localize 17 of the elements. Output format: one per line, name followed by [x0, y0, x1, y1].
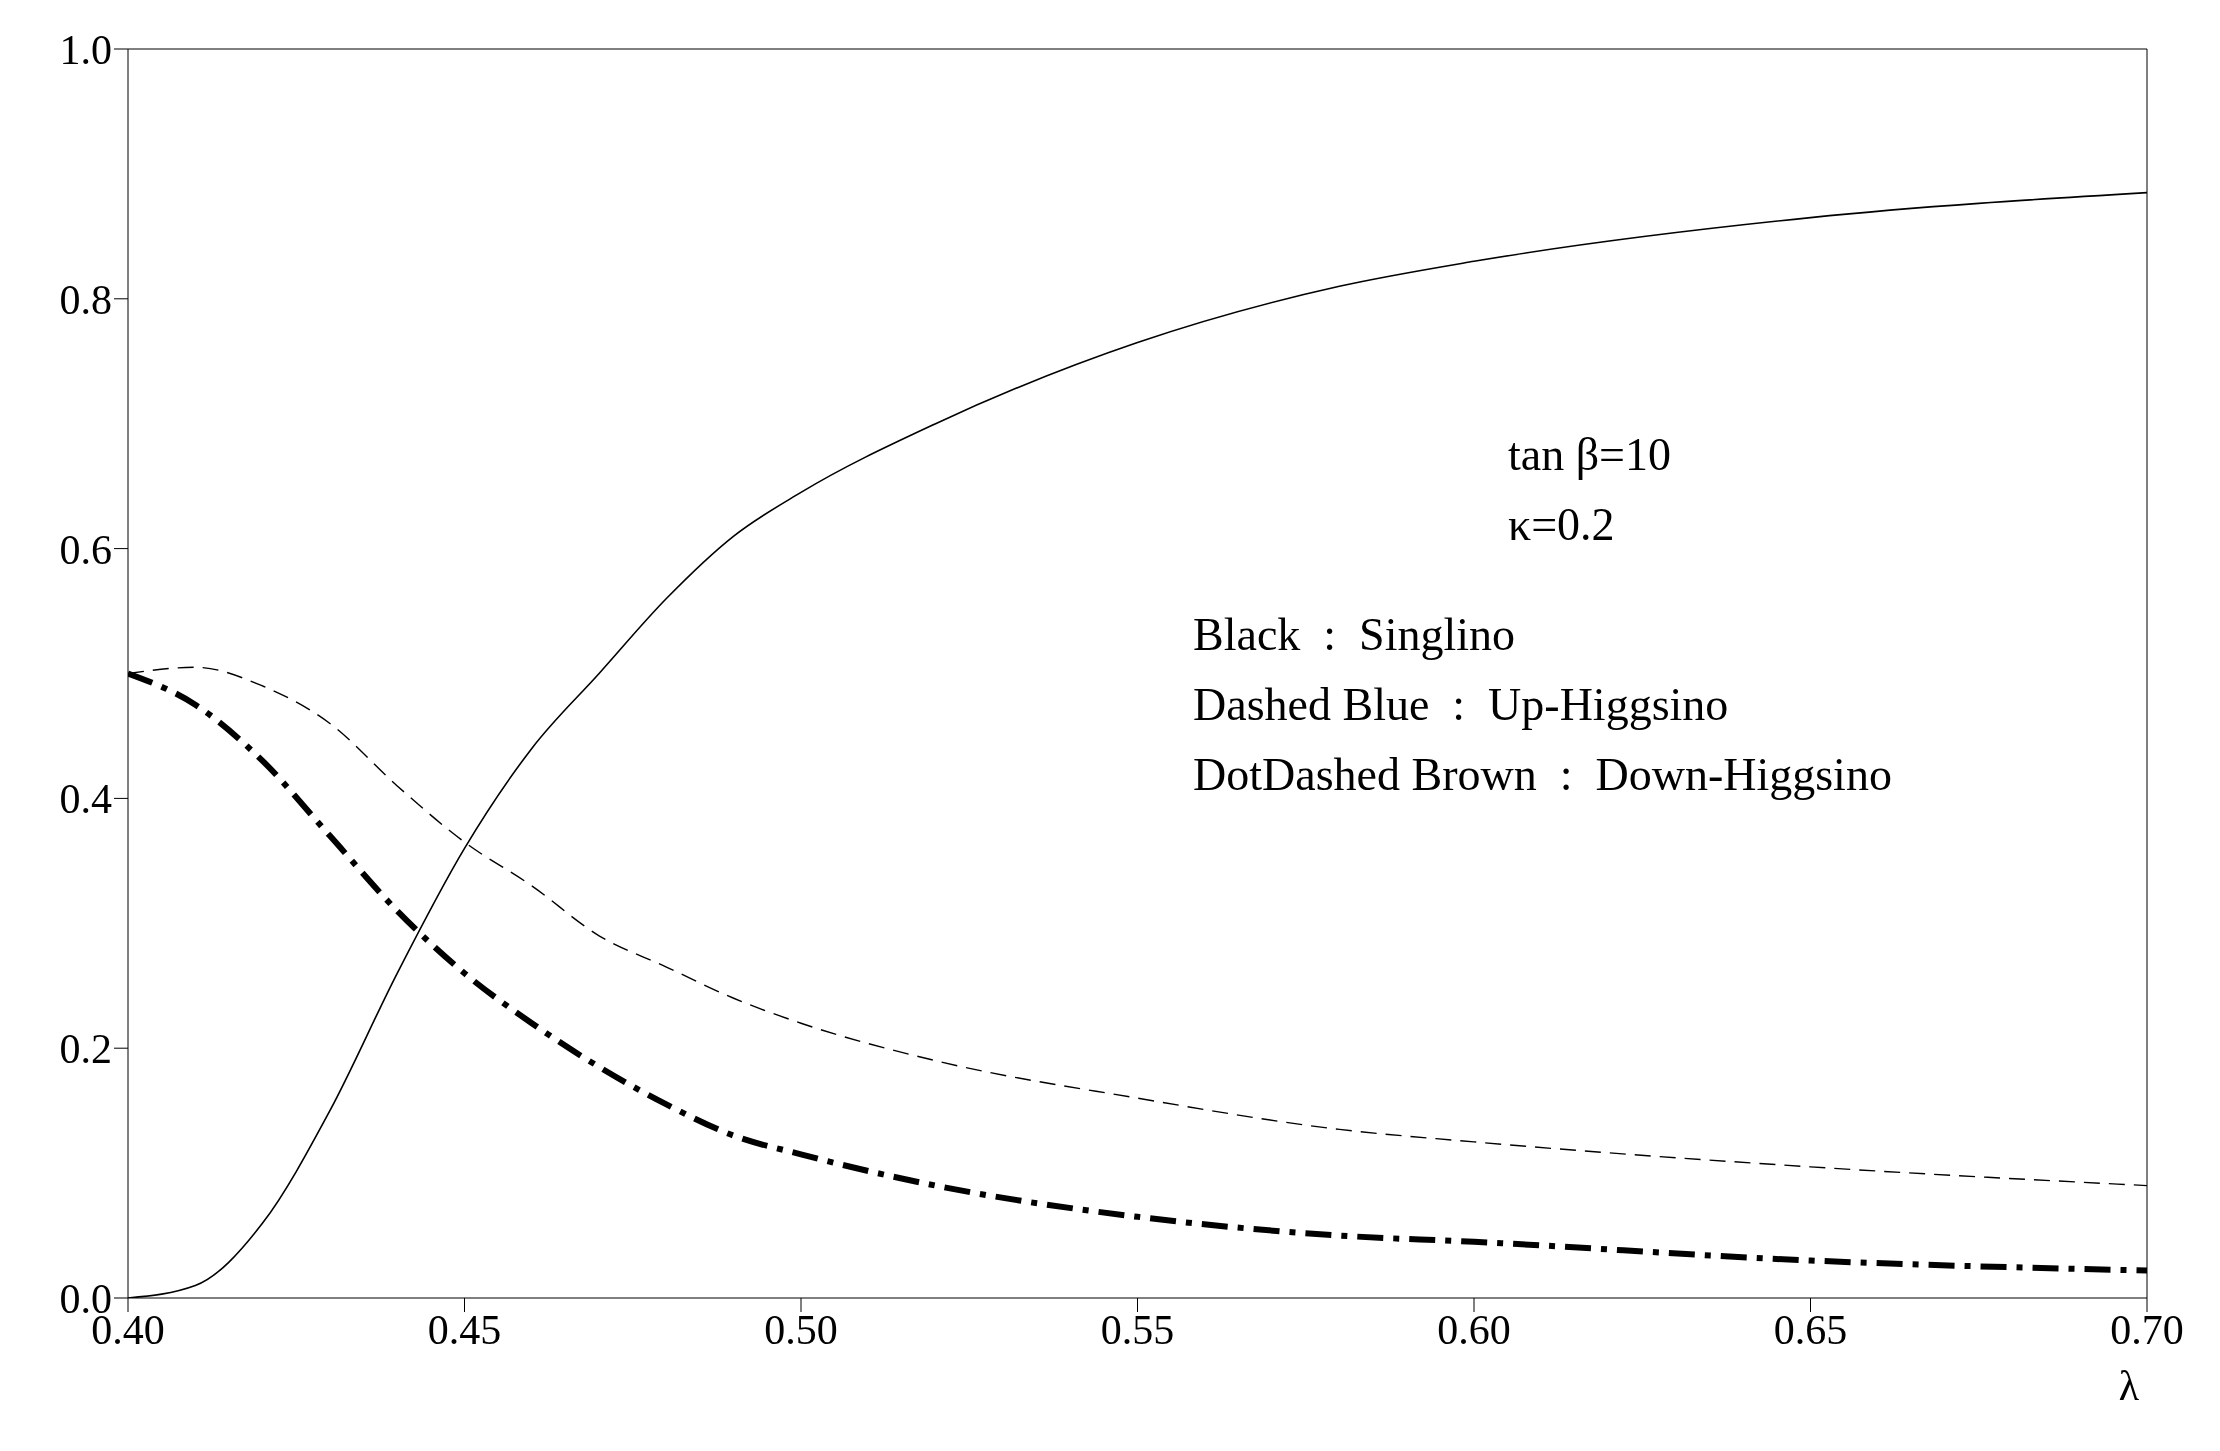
x-tick-label: 0.60: [1437, 1306, 1511, 1353]
annotation: κ=0.2: [1508, 498, 1615, 551]
annotation: DotDashed Brown : Down-Higgsino: [1193, 748, 1892, 801]
y-tick-label: 0.8: [59, 276, 112, 323]
x-tick-label: 0.55: [1100, 1306, 1175, 1353]
y-tick-label: 0.4: [59, 776, 112, 823]
x-tick-label: 0.50: [764, 1306, 838, 1353]
x-axis-title: λ: [2118, 1363, 2140, 1409]
annotation: Dashed Blue : Up-Higgsino: [1193, 678, 1729, 731]
annotation: Black : Singlino: [1193, 608, 1515, 661]
x-tick-label: 0.45: [427, 1306, 502, 1353]
x-tick-label: 0.65: [1773, 1306, 1848, 1353]
x-tick-label: 0.70: [2110, 1306, 2184, 1353]
y-tick-label: 1.0: [59, 26, 112, 73]
annotation: tan β=10: [1508, 428, 1672, 481]
y-tick-label: 0.6: [59, 526, 112, 573]
y-tick-label: 0.2: [59, 1026, 112, 1073]
